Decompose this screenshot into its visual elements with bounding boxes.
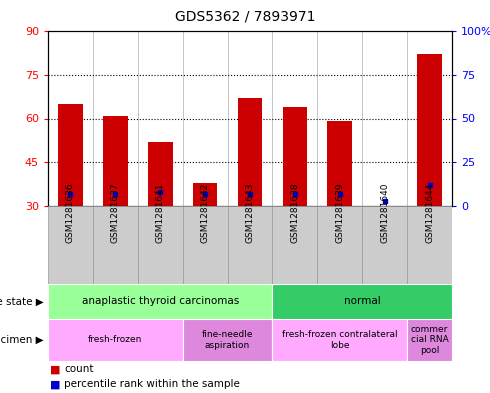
Text: GDS5362 / 7893971: GDS5362 / 7893971 xyxy=(175,9,315,24)
Text: anaplastic thyroid carcinomas: anaplastic thyroid carcinomas xyxy=(82,296,239,307)
Bar xyxy=(138,206,183,284)
Bar xyxy=(283,107,307,206)
Text: GSM1281637: GSM1281637 xyxy=(111,183,120,243)
Text: fresh-frozen: fresh-frozen xyxy=(88,336,143,345)
Text: GSM1281644: GSM1281644 xyxy=(425,183,434,243)
Bar xyxy=(272,284,452,319)
Bar xyxy=(183,319,272,361)
Bar xyxy=(48,319,183,361)
Bar xyxy=(272,319,407,361)
Text: fine-needle
aspiration: fine-needle aspiration xyxy=(202,330,253,350)
Text: disease state ▶: disease state ▶ xyxy=(0,296,44,307)
Text: GSM1281642: GSM1281642 xyxy=(200,183,210,243)
Text: ■: ■ xyxy=(50,379,60,389)
Text: GSM1281639: GSM1281639 xyxy=(335,183,344,243)
Bar xyxy=(318,206,362,284)
Bar xyxy=(407,319,452,361)
Bar xyxy=(58,104,83,206)
Text: ■: ■ xyxy=(50,364,60,375)
Bar xyxy=(327,121,352,206)
Text: normal: normal xyxy=(344,296,381,307)
Text: commer
cial RNA
pool: commer cial RNA pool xyxy=(411,325,448,355)
Text: fresh-frozen contralateral
lobe: fresh-frozen contralateral lobe xyxy=(282,330,397,350)
Text: specimen ▶: specimen ▶ xyxy=(0,335,44,345)
Bar xyxy=(103,116,128,206)
Bar xyxy=(148,142,172,206)
Bar xyxy=(407,206,452,284)
Text: GSM1281638: GSM1281638 xyxy=(291,183,299,243)
Text: GSM1281640: GSM1281640 xyxy=(380,183,389,243)
Text: GSM1281641: GSM1281641 xyxy=(156,183,165,243)
Text: GSM1281636: GSM1281636 xyxy=(66,183,75,243)
Bar xyxy=(193,183,218,206)
Bar xyxy=(48,206,93,284)
Bar xyxy=(227,206,272,284)
Bar xyxy=(183,206,227,284)
Bar xyxy=(362,206,407,284)
Bar xyxy=(93,206,138,284)
Text: percentile rank within the sample: percentile rank within the sample xyxy=(64,379,240,389)
Bar xyxy=(417,54,442,206)
Text: count: count xyxy=(64,364,94,375)
Bar xyxy=(48,284,272,319)
Bar xyxy=(238,98,262,206)
Bar xyxy=(272,206,318,284)
Text: GSM1281643: GSM1281643 xyxy=(245,183,254,243)
